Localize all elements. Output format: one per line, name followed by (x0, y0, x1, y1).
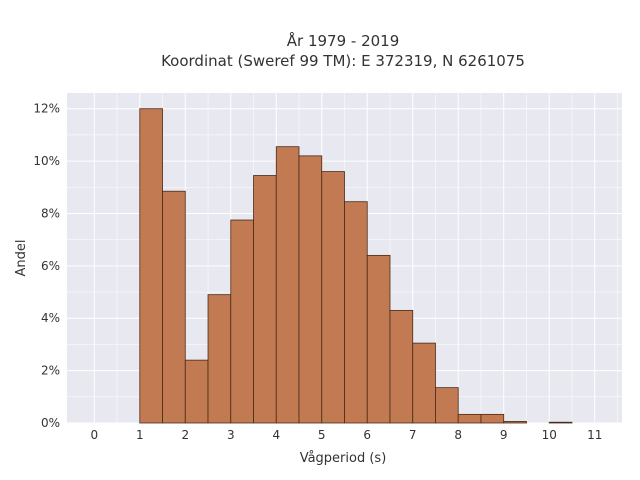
histogram-bar (162, 190, 186, 424)
x-tick-label: 10 (542, 428, 557, 442)
y-tick-label: 2% (41, 364, 60, 378)
y-axis-ticks: 0% 2% 4% 6% 8% 10% 12% (33, 102, 60, 430)
histogram-bar (503, 421, 527, 424)
histogram-bar (184, 359, 209, 424)
histogram-bar (344, 201, 368, 424)
y-tick-label: 8% (41, 206, 60, 220)
y-tick-label: 0% (41, 416, 60, 430)
histogram-bar (389, 309, 414, 424)
y-tick-label: 6% (41, 259, 60, 273)
x-tick-label: 7 (409, 428, 417, 442)
bars (139, 108, 573, 424)
x-tick-label: 11 (587, 428, 602, 442)
x-tick-label: 3 (227, 428, 235, 442)
x-tick-label: 6 (363, 428, 371, 442)
x-tick-label: 0 (90, 428, 98, 442)
histogram-bar (253, 175, 277, 424)
histogram-bar (457, 413, 482, 424)
chart-title-line1: År 1979 - 2019 (287, 31, 400, 50)
histogram-bar (230, 219, 254, 424)
histogram-bar (321, 171, 345, 424)
x-axis-label: Vågperiod (s) (300, 451, 387, 466)
y-axis-label: Andel (14, 240, 29, 277)
x-tick-label: 4 (272, 428, 280, 442)
histogram-bar (435, 387, 459, 424)
x-tick-label: 2 (181, 428, 189, 442)
y-tick-label: 10% (33, 154, 60, 168)
x-tick-label: 9 (500, 428, 508, 442)
histogram-bar (480, 413, 505, 424)
chart-title-line2: Koordinat (Sweref 99 TM): E 372319, N 62… (161, 52, 525, 70)
x-tick-label: 8 (454, 428, 462, 442)
histogram-bar (548, 421, 573, 424)
histogram-bar (366, 254, 391, 424)
y-tick-label: 12% (33, 102, 60, 116)
y-tick-label: 4% (41, 311, 60, 325)
x-tick-label: 1 (136, 428, 144, 442)
histogram-bar (139, 108, 163, 424)
x-tick-label: 5 (318, 428, 326, 442)
histogram-bar (298, 155, 323, 424)
x-axis-ticks: 0 1 2 3 4 5 6 7 8 9 10 11 (90, 428, 602, 442)
histogram-bar (412, 342, 436, 424)
histogram-bar (275, 146, 300, 424)
histogram-bar (207, 294, 232, 424)
